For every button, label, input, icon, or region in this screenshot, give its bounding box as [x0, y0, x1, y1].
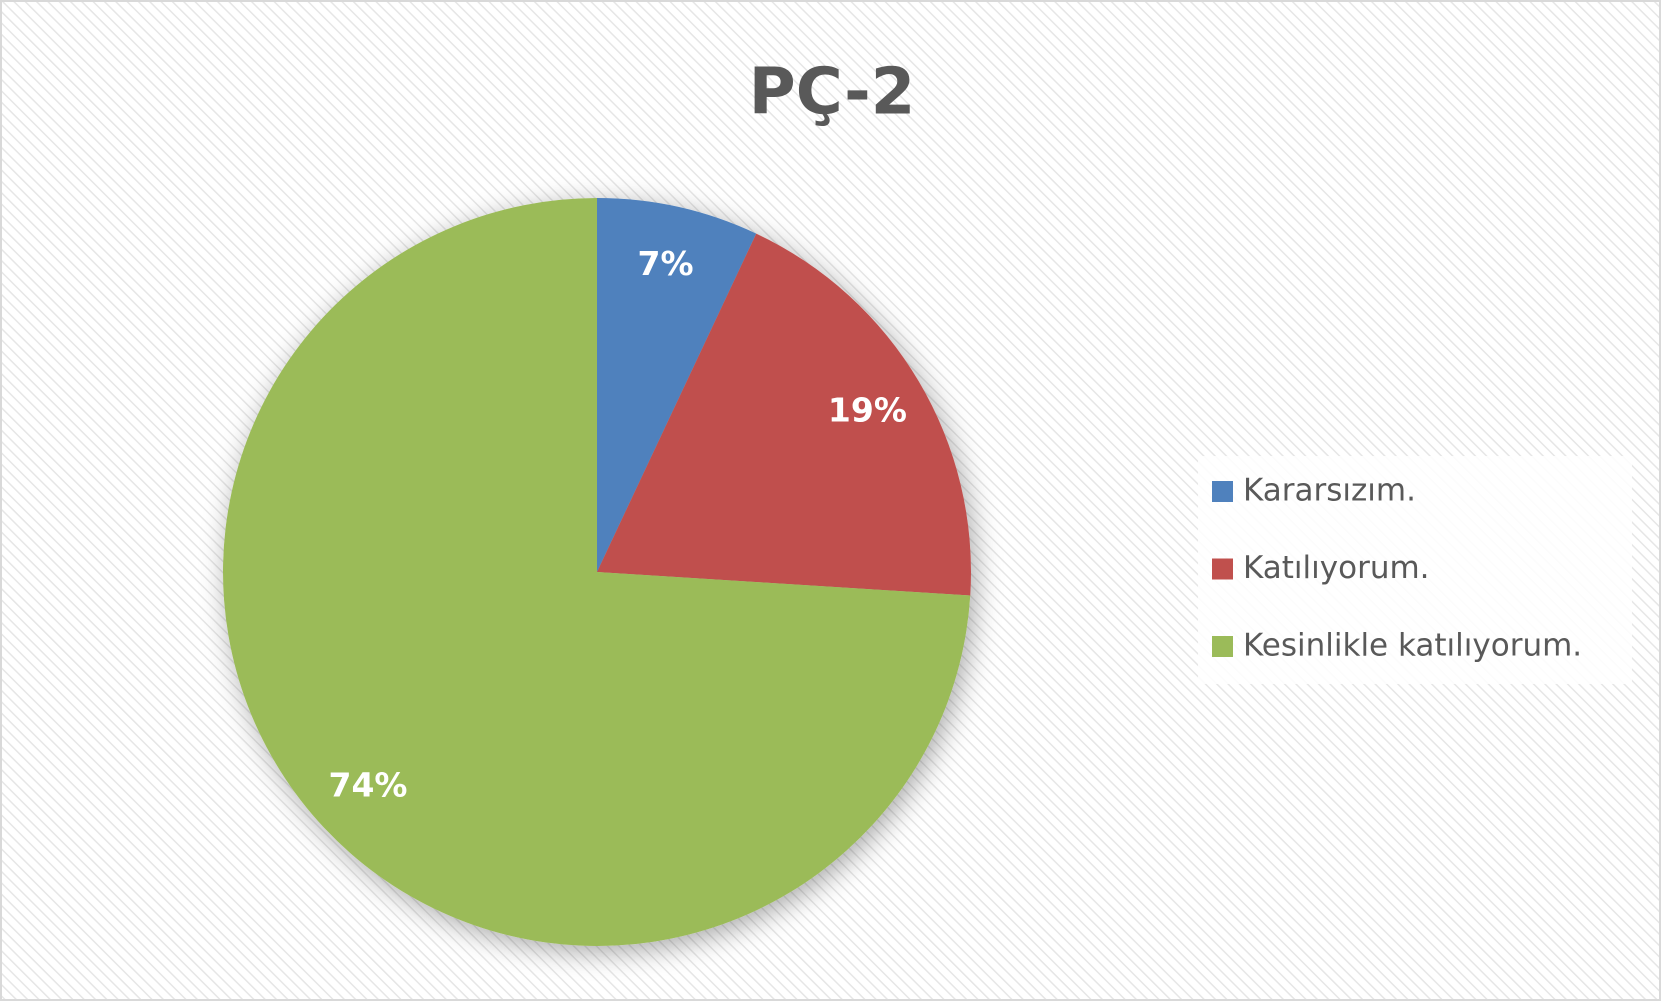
pie-slice: [223, 198, 971, 946]
data-label: 7%: [638, 244, 694, 283]
pie-slice: [597, 233, 972, 596]
legend-swatch: [1212, 636, 1233, 657]
legend-label: Kesinlikle katılıyorum.: [1243, 628, 1582, 664]
pie: [223, 198, 972, 946]
data-label: 74%: [328, 766, 407, 805]
pie-slice: [597, 198, 757, 572]
legend-label: Katılıyorum.: [1243, 550, 1430, 586]
legend-swatch: [1212, 481, 1233, 502]
legend-label: Kararsızım.: [1243, 473, 1416, 509]
legend-swatch: [1212, 558, 1233, 580]
data-label: 19%: [828, 391, 907, 430]
legend-box: [1198, 456, 1632, 684]
chart-title: PÇ-2: [749, 56, 915, 130]
